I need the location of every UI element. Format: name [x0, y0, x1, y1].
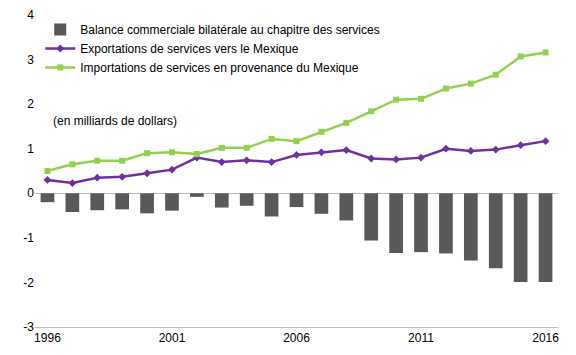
svg-text:Importations de services en pr: Importations de services en provenance d…: [80, 61, 358, 75]
svg-text:2001: 2001: [159, 331, 186, 345]
svg-text:-1: -1: [23, 231, 34, 245]
svg-text:0: 0: [27, 186, 34, 200]
svg-text:3: 3: [27, 53, 34, 67]
svg-text:2016: 2016: [532, 331, 559, 345]
svg-text:-3: -3: [23, 320, 34, 334]
svg-text:1996: 1996: [34, 331, 61, 345]
svg-text:Exportations de services vers: Exportations de services vers le Mexique: [80, 42, 298, 56]
svg-text:1: 1: [27, 142, 34, 156]
svg-text:2011: 2011: [408, 331, 434, 345]
svg-text:2006: 2006: [283, 331, 310, 345]
svg-text:4: 4: [27, 8, 34, 22]
svg-text:-2: -2: [23, 276, 34, 290]
svg-text:(en milliards de dollars): (en milliards de dollars): [53, 114, 177, 128]
svg-text:Balance commerciale bilatérale: Balance commerciale bilatérale au chapit…: [80, 23, 379, 37]
svg-text:2: 2: [27, 97, 34, 111]
